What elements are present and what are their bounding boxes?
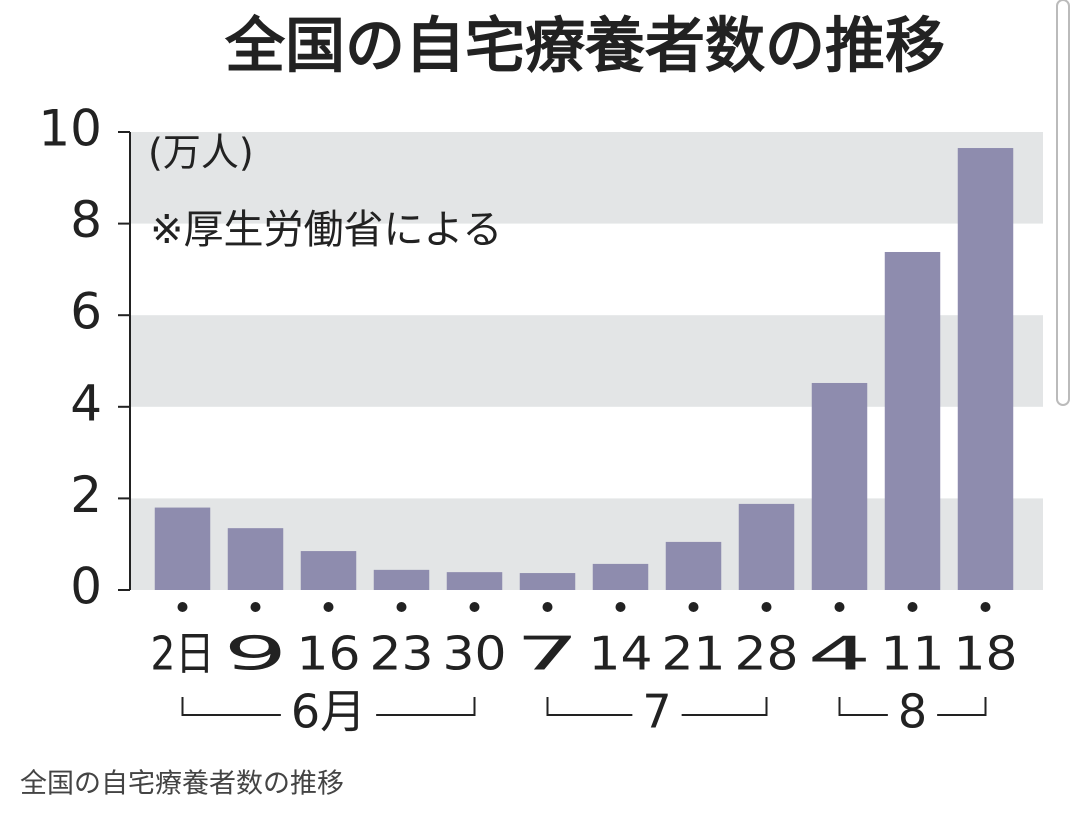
group-label: 8 bbox=[898, 685, 927, 739]
tick-dot bbox=[980, 602, 991, 612]
x-tick-label: 18 bbox=[954, 627, 1018, 681]
scrollbar[interactable] bbox=[1056, 0, 1070, 406]
bar bbox=[300, 551, 357, 590]
x-tick-label: 14 bbox=[589, 627, 653, 681]
bar bbox=[446, 572, 503, 590]
caption: 全国の自宅療養者数の推移 bbox=[20, 769, 344, 800]
x-tick-label: 16 bbox=[297, 627, 361, 681]
unit-label: (万人) bbox=[148, 131, 254, 175]
bar bbox=[519, 573, 576, 590]
y-tick-label: 4 bbox=[70, 374, 102, 432]
source-note: ※厚生労働省による bbox=[150, 207, 502, 253]
y-tick-label: 0 bbox=[70, 558, 102, 616]
tick-dot bbox=[907, 602, 918, 612]
bar bbox=[227, 528, 284, 590]
bar bbox=[665, 541, 722, 590]
y-tick-label: 8 bbox=[70, 191, 102, 249]
tick-dot bbox=[615, 602, 626, 612]
group-bracket bbox=[546, 697, 768, 716]
x-tick-label: 2日 bbox=[151, 627, 215, 681]
group-bracket bbox=[838, 697, 987, 716]
x-tick-label: 4 bbox=[808, 627, 872, 681]
tick-dot bbox=[396, 602, 407, 612]
tick-dot bbox=[542, 602, 553, 612]
tick-dot bbox=[177, 602, 188, 612]
chart-title: 全国の自宅療養者数の推移 bbox=[224, 12, 945, 82]
bar bbox=[957, 148, 1014, 590]
bar bbox=[884, 251, 941, 590]
tick-dot bbox=[469, 602, 480, 612]
x-tick-label: 21 bbox=[662, 627, 726, 681]
group-bracket bbox=[181, 697, 476, 716]
bar bbox=[592, 563, 649, 590]
y-tick-label: 6 bbox=[70, 283, 102, 341]
x-tick-label: 9 bbox=[224, 627, 288, 681]
x-tick-label: 28 bbox=[735, 627, 799, 681]
y-tick-label: 10 bbox=[38, 100, 102, 158]
bar bbox=[154, 507, 211, 590]
tick-dot bbox=[250, 602, 261, 612]
y-tick-label: 2 bbox=[70, 466, 102, 524]
tick-dot bbox=[688, 602, 699, 612]
tick-dot bbox=[323, 602, 334, 612]
bar bbox=[373, 569, 430, 590]
bar bbox=[738, 503, 795, 590]
x-tick-label: 7 bbox=[516, 627, 580, 681]
grid-band bbox=[130, 132, 1043, 224]
group-label: 6月 bbox=[291, 685, 366, 739]
tick-dot bbox=[834, 602, 845, 612]
x-tick-label: 11 bbox=[881, 627, 945, 681]
group-label: 7 bbox=[642, 685, 671, 739]
bar bbox=[811, 382, 868, 590]
x-tick-label: 23 bbox=[370, 627, 434, 681]
tick-dot bbox=[761, 602, 772, 612]
x-tick-label: 30 bbox=[443, 627, 507, 681]
